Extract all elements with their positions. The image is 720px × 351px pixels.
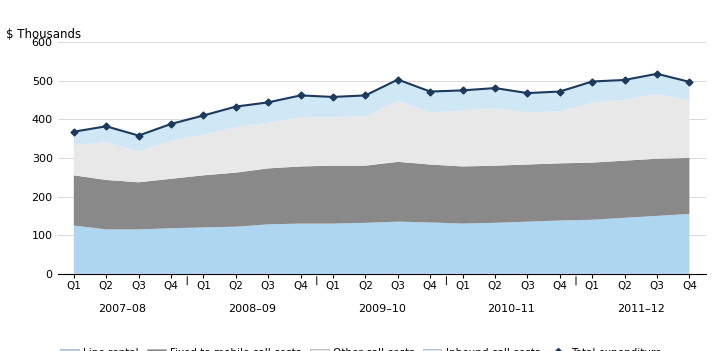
Text: 2009–10: 2009–10	[358, 304, 405, 314]
Text: $ Thousands: $ Thousands	[6, 28, 81, 41]
Legend: Line rental, Fixed to mobile call costs, Other call costs, Inbound call costs, T: Line rental, Fixed to mobile call costs,…	[56, 344, 666, 351]
Text: 2007–08: 2007–08	[99, 304, 146, 314]
Text: 2010–11: 2010–11	[487, 304, 535, 314]
Text: 2008–09: 2008–09	[228, 304, 276, 314]
Text: 2011–12: 2011–12	[617, 304, 665, 314]
